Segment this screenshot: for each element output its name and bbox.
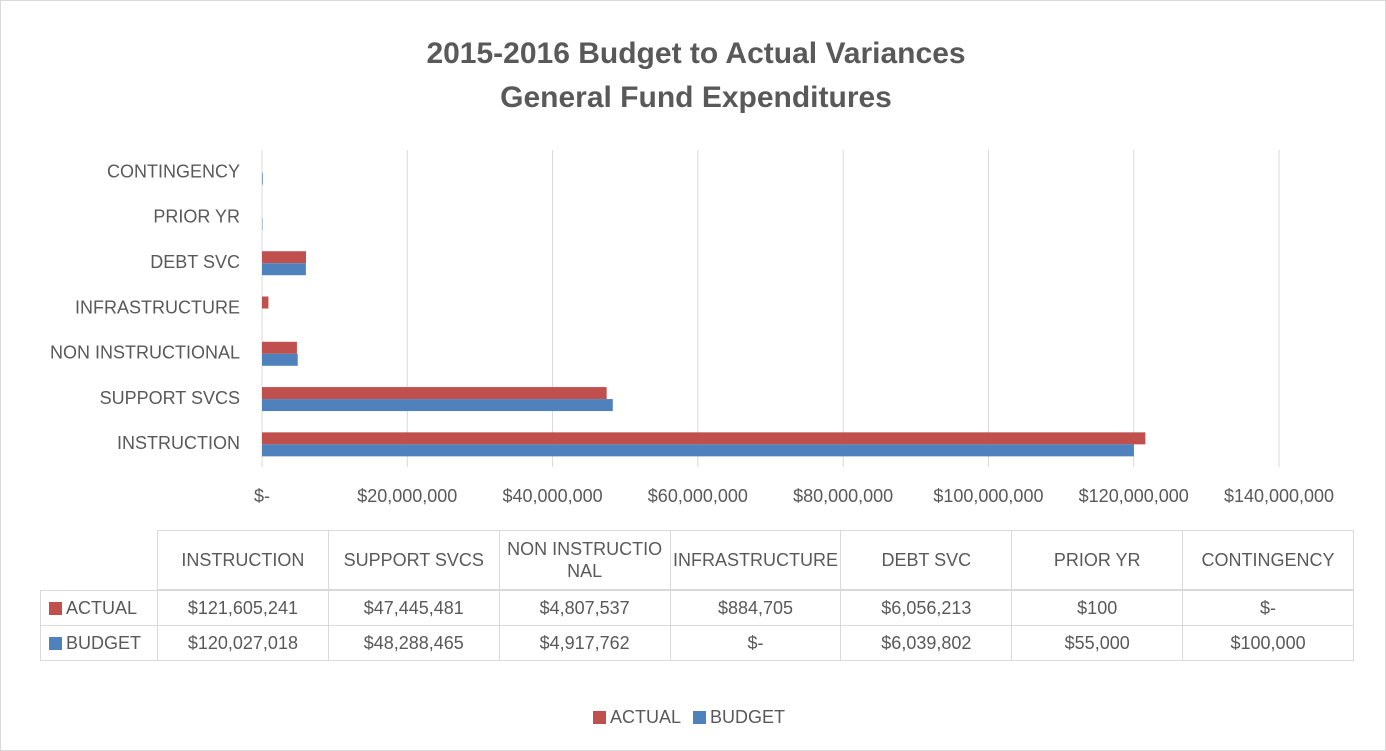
table-cell: $6,056,213 — [840, 590, 1013, 626]
table-cell: $120,027,018 — [157, 625, 329, 661]
x-tick-label: $100,000,000 — [933, 486, 1043, 506]
bar — [262, 353, 298, 366]
chart-subtitle: General Fund Expenditures — [500, 81, 892, 114]
table-cell: $47,445,481 — [327, 590, 500, 626]
bar — [262, 263, 306, 276]
table-header: INSTRUCTION — [157, 530, 329, 590]
table-cell: $48,288,465 — [327, 625, 500, 661]
x-tick-label: $20,000,000 — [357, 486, 457, 506]
table-row-label: BUDGET — [40, 625, 158, 661]
bar — [262, 432, 1146, 445]
y-tick-label: SUPPORT SVCS — [100, 388, 240, 408]
x-tick-label: $140,000,000 — [1224, 486, 1334, 506]
y-tick-label: INSTRUCTION — [117, 433, 240, 453]
table-cell: $55,000 — [1011, 625, 1184, 661]
x-tick-label: $- — [254, 486, 270, 506]
legend-swatch — [593, 711, 606, 724]
bar — [262, 444, 1134, 457]
legend-key — [49, 601, 62, 615]
bar — [262, 341, 297, 354]
table-header: SUPPORT SVCS — [327, 530, 500, 590]
x-tick-label: $120,000,000 — [1079, 486, 1189, 506]
y-tick-label: NON INSTRUCTIONAL — [50, 343, 240, 363]
table-row-label: ACTUAL — [40, 590, 158, 626]
table-cell: $6,039,802 — [840, 625, 1013, 661]
x-tick-label: $80,000,000 — [793, 486, 893, 506]
chart-title: 2015-2016 Budget to Actual Variances — [426, 37, 965, 70]
bar — [262, 296, 269, 309]
y-tick-label: DEBT SVC — [150, 252, 240, 272]
table-cell: $100,000 — [1182, 625, 1354, 661]
x-tick-label: $40,000,000 — [503, 486, 603, 506]
bar — [262, 399, 613, 412]
bar — [262, 172, 263, 185]
legend-label: BUDGET — [710, 707, 785, 727]
legend-label: ACTUAL — [610, 707, 681, 727]
table-cell: $4,917,762 — [498, 625, 671, 661]
legend-swatch — [693, 711, 707, 724]
table-header: PRIOR YR — [1011, 530, 1184, 590]
bar — [262, 251, 306, 264]
table-cell: $4,807,537 — [498, 590, 671, 626]
table-cell: $- — [1182, 590, 1354, 626]
table-header: DEBT SVC — [840, 530, 1013, 590]
table-cell: $- — [669, 625, 842, 661]
y-tick-label: INFRASTRUCTURE — [75, 297, 240, 317]
table-header: CONTINGENCY — [1182, 530, 1354, 590]
legend-key — [49, 636, 62, 650]
row-label: BUDGET — [66, 633, 142, 653]
table-cell: $884,705 — [669, 590, 842, 626]
row-label: ACTUAL — [66, 598, 138, 618]
x-tick-label: $60,000,000 — [648, 486, 748, 506]
table-header: NON INSTRUCTIONAL — [498, 530, 671, 590]
table-cell: $100 — [1011, 590, 1184, 626]
table-header: INFRASTRUCTURE — [669, 530, 842, 590]
table-cell: $121,605,241 — [157, 590, 329, 626]
bar — [262, 387, 607, 400]
y-tick-label: PRIOR YR — [153, 207, 240, 227]
y-tick-label: CONTINGENCY — [107, 161, 240, 181]
